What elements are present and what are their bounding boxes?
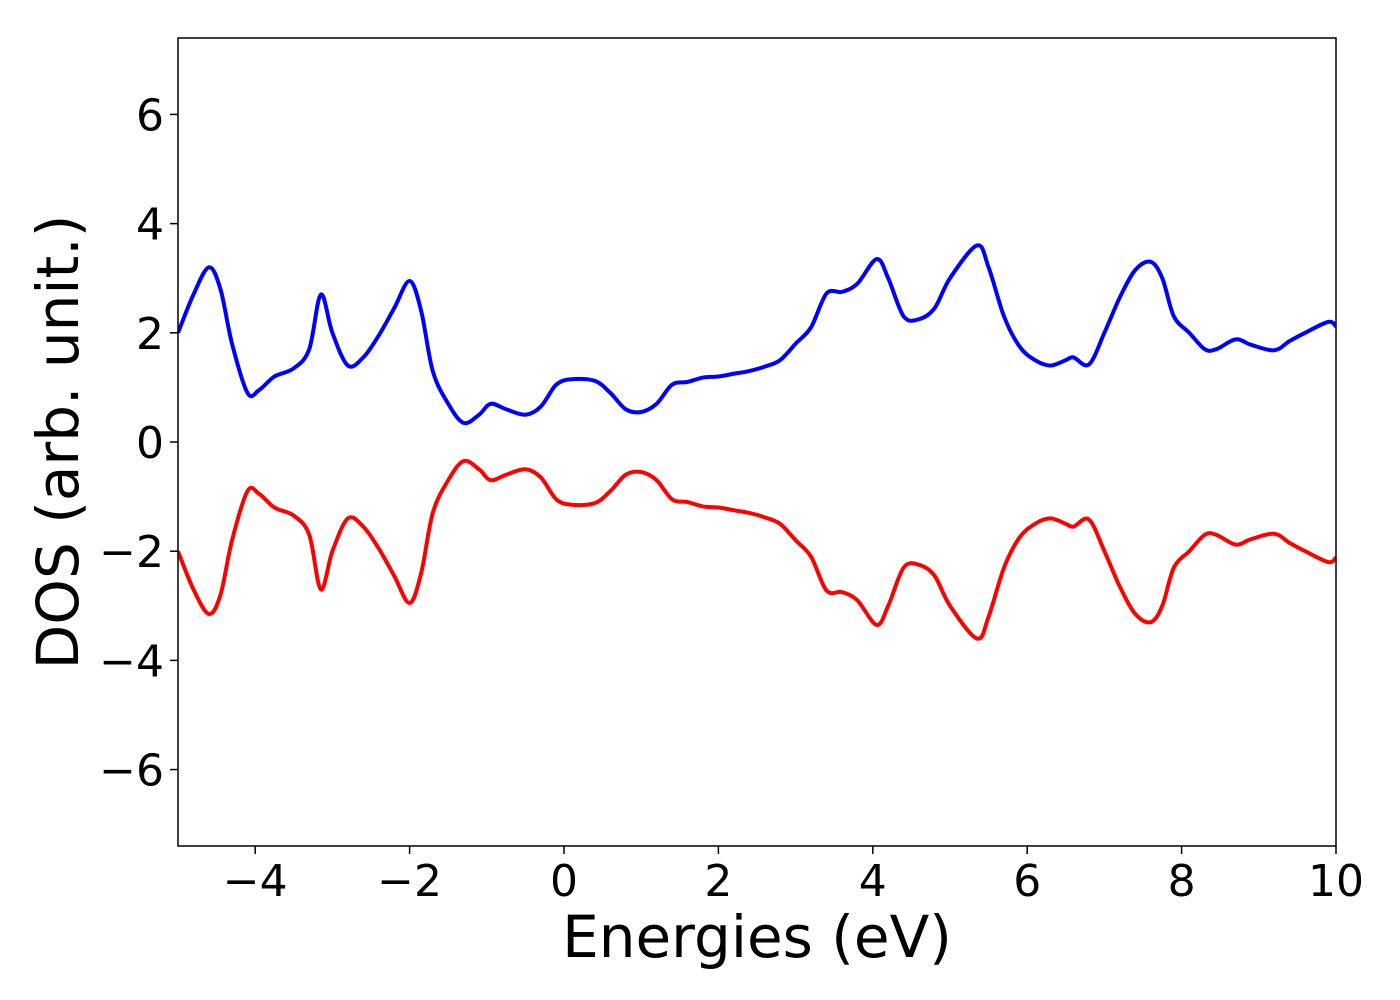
y-tick-label: 2 xyxy=(136,309,164,360)
x-tick-label: 0 xyxy=(550,856,578,907)
x-tick-label: −2 xyxy=(377,856,442,907)
y-tick-label: 4 xyxy=(136,200,164,251)
x-tick-label: 2 xyxy=(704,856,732,907)
plot-frame xyxy=(177,37,1337,847)
x-tick-label: 8 xyxy=(1168,856,1196,907)
x-axis-label: Energies (eV) xyxy=(562,903,952,971)
series-line xyxy=(178,458,1336,641)
x-tick-label: 10 xyxy=(1308,856,1364,907)
y-tick-label: 0 xyxy=(136,418,164,469)
y-tick-label: −2 xyxy=(99,527,164,578)
y-tick-label: −4 xyxy=(99,636,164,687)
y-tick-label: −6 xyxy=(99,746,164,797)
x-tick-label: 6 xyxy=(1013,856,1041,907)
x-tick-label: −4 xyxy=(223,856,288,907)
y-tick-label: 6 xyxy=(136,90,164,141)
series-line xyxy=(178,243,1336,426)
x-tick-label: 4 xyxy=(859,856,887,907)
y-axis-label: DOS (arb. unit.) xyxy=(24,215,92,670)
